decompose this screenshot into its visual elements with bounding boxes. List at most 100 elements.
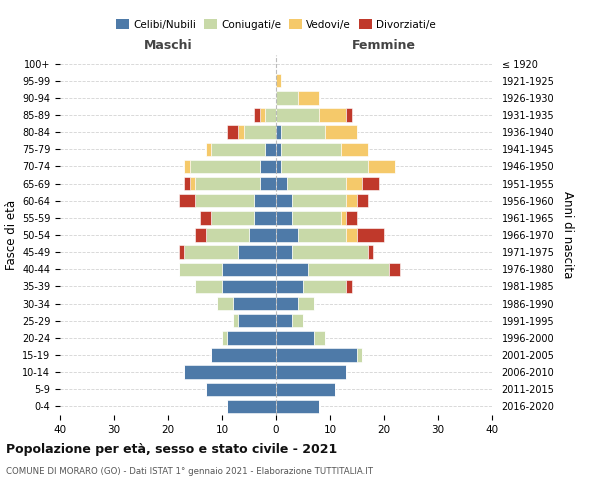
Bar	[276, 91, 298, 104]
Bar	[346, 211, 357, 224]
Bar	[190, 160, 260, 173]
Bar	[211, 348, 276, 362]
Y-axis label: Fasce di età: Fasce di età	[5, 200, 18, 270]
Bar	[303, 280, 346, 293]
Bar	[298, 91, 319, 104]
Bar	[254, 108, 260, 122]
Bar	[362, 177, 379, 190]
Bar	[206, 382, 276, 396]
Bar	[389, 262, 400, 276]
Bar	[346, 108, 352, 122]
Bar	[254, 194, 276, 207]
Bar	[368, 160, 395, 173]
Bar	[260, 177, 276, 190]
Bar	[276, 314, 292, 328]
Bar	[357, 228, 384, 241]
Bar	[292, 246, 368, 259]
Bar	[368, 246, 373, 259]
Bar	[276, 177, 287, 190]
Y-axis label: Anni di nascita: Anni di nascita	[561, 192, 574, 278]
Bar	[195, 194, 254, 207]
Bar	[206, 142, 211, 156]
Bar	[281, 160, 368, 173]
Text: Maschi: Maschi	[143, 38, 193, 52]
Bar	[276, 280, 303, 293]
Bar	[227, 331, 276, 344]
Text: Femmine: Femmine	[352, 38, 416, 52]
Bar	[346, 280, 352, 293]
Bar	[292, 211, 341, 224]
Bar	[281, 126, 325, 139]
Bar	[222, 262, 276, 276]
Bar	[265, 108, 276, 122]
Bar	[227, 126, 238, 139]
Bar	[276, 228, 298, 241]
Bar	[184, 177, 190, 190]
Bar	[200, 211, 211, 224]
Bar	[276, 160, 281, 173]
Bar	[222, 331, 227, 344]
Bar	[244, 126, 276, 139]
Bar	[184, 246, 238, 259]
Bar	[238, 126, 244, 139]
Bar	[346, 177, 362, 190]
Bar	[276, 262, 308, 276]
Bar	[179, 194, 195, 207]
Bar	[195, 228, 206, 241]
Bar	[265, 142, 276, 156]
Bar	[276, 126, 281, 139]
Bar	[276, 142, 281, 156]
Text: Popolazione per età, sesso e stato civile - 2021: Popolazione per età, sesso e stato civil…	[6, 442, 337, 456]
Bar	[287, 177, 346, 190]
Bar	[341, 142, 368, 156]
Legend: Celibi/Nubili, Coniugati/e, Vedovi/e, Divorziati/e: Celibi/Nubili, Coniugati/e, Vedovi/e, Di…	[112, 15, 440, 34]
Bar	[298, 297, 314, 310]
Bar	[319, 108, 346, 122]
Bar	[227, 400, 276, 413]
Bar	[276, 74, 281, 88]
Bar	[341, 211, 346, 224]
Bar	[217, 297, 233, 310]
Bar	[249, 228, 276, 241]
Bar	[233, 314, 238, 328]
Bar	[298, 228, 346, 241]
Bar	[211, 142, 265, 156]
Bar	[254, 211, 276, 224]
Text: COMUNE DI MORARO (GO) - Dati ISTAT 1° gennaio 2021 - Elaborazione TUTTITALIA.IT: COMUNE DI MORARO (GO) - Dati ISTAT 1° ge…	[6, 468, 373, 476]
Bar	[195, 280, 222, 293]
Bar	[276, 211, 292, 224]
Bar	[179, 246, 184, 259]
Bar	[276, 366, 346, 379]
Bar	[276, 297, 298, 310]
Bar	[195, 177, 260, 190]
Bar	[238, 314, 276, 328]
Bar	[314, 331, 325, 344]
Bar	[206, 228, 249, 241]
Bar	[346, 228, 357, 241]
Bar	[281, 142, 341, 156]
Bar	[292, 194, 346, 207]
Bar	[233, 297, 276, 310]
Bar	[179, 262, 222, 276]
Bar	[308, 262, 389, 276]
Bar	[325, 126, 357, 139]
Bar	[238, 246, 276, 259]
Bar	[276, 108, 319, 122]
Bar	[276, 331, 314, 344]
Bar	[184, 160, 190, 173]
Bar	[190, 177, 195, 190]
Bar	[276, 400, 319, 413]
Bar	[292, 314, 303, 328]
Bar	[357, 194, 368, 207]
Bar	[211, 211, 254, 224]
Bar	[357, 348, 362, 362]
Bar	[260, 160, 276, 173]
Bar	[184, 366, 276, 379]
Bar	[260, 108, 265, 122]
Bar	[276, 246, 292, 259]
Bar	[222, 280, 276, 293]
Bar	[346, 194, 357, 207]
Bar	[276, 348, 357, 362]
Bar	[276, 382, 335, 396]
Bar	[276, 194, 292, 207]
